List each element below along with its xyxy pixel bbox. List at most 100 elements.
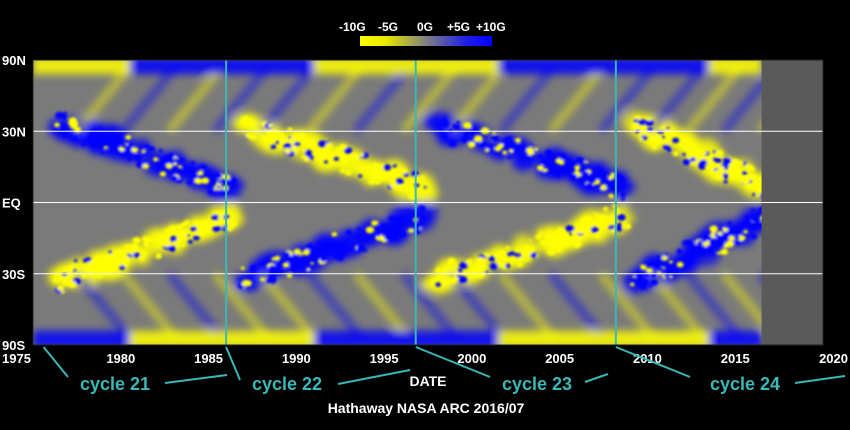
cycle-connector-line bbox=[615, 346, 691, 378]
field-speckle bbox=[659, 130, 664, 134]
field-speckle bbox=[676, 248, 684, 254]
field-speckle bbox=[445, 277, 454, 285]
field-speckle bbox=[598, 188, 603, 192]
field-speckle bbox=[307, 243, 314, 248]
field-speckle bbox=[333, 156, 340, 161]
field-speckle bbox=[722, 227, 729, 232]
poleward-surge bbox=[73, 270, 134, 341]
field-speckle bbox=[547, 249, 555, 256]
field-speckle bbox=[190, 161, 196, 166]
field-speckle bbox=[435, 282, 442, 287]
field-speckle bbox=[672, 151, 679, 157]
poleward-surge bbox=[647, 270, 708, 341]
field-speckle bbox=[473, 135, 483, 143]
field-speckle bbox=[569, 173, 578, 180]
field-speckle bbox=[270, 144, 277, 150]
field-speckle bbox=[240, 120, 247, 126]
field-speckle bbox=[632, 275, 636, 278]
field-speckle bbox=[318, 155, 322, 159]
field-speckle bbox=[462, 121, 472, 130]
field-speckle bbox=[289, 265, 298, 272]
field-speckle bbox=[301, 134, 306, 138]
field-speckle bbox=[526, 147, 534, 153]
field-speckle bbox=[744, 215, 751, 221]
field-speckle bbox=[515, 144, 521, 149]
field-speckle bbox=[584, 182, 594, 190]
field-speckle bbox=[443, 281, 447, 285]
field-speckle bbox=[61, 290, 65, 294]
field-speckle bbox=[599, 172, 607, 179]
plot-frame bbox=[32, 59, 824, 346]
poleward-surge bbox=[547, 64, 608, 135]
field-speckle bbox=[240, 266, 245, 270]
field-speckle bbox=[279, 137, 287, 143]
field-speckle bbox=[57, 285, 65, 291]
field-speckle bbox=[715, 149, 724, 157]
field-speckle bbox=[419, 216, 423, 219]
field-speckle bbox=[458, 261, 468, 270]
field-speckle bbox=[730, 158, 740, 166]
field-speckle bbox=[195, 229, 202, 235]
field-speckle bbox=[268, 123, 274, 128]
field-speckle bbox=[747, 221, 756, 228]
y-axis-ticks: 90N 30N EQ 30S 90S bbox=[2, 53, 26, 353]
colorbar-label-m5: -5G bbox=[378, 20, 398, 34]
x-tick-label: 1980 bbox=[106, 351, 135, 366]
field-speckle bbox=[508, 148, 514, 153]
x-tick-label: 2005 bbox=[545, 351, 574, 366]
field-speckle bbox=[87, 261, 96, 268]
field-speckle bbox=[640, 127, 644, 130]
poleward-surge bbox=[647, 64, 708, 135]
field-speckle bbox=[456, 120, 461, 125]
field-speckle bbox=[124, 244, 130, 249]
field-speckle bbox=[394, 164, 398, 167]
field-speckle bbox=[756, 192, 762, 197]
field-speckle bbox=[592, 219, 596, 223]
field-speckle bbox=[339, 168, 346, 173]
field-speckle bbox=[669, 275, 673, 279]
field-speckle bbox=[569, 232, 573, 236]
poleward-surge bbox=[683, 64, 744, 135]
poleward-surge bbox=[597, 64, 658, 135]
field-speckle bbox=[284, 147, 292, 154]
field-blob bbox=[727, 225, 757, 239]
latitude-gridlines bbox=[33, 130, 823, 275]
field-speckle bbox=[214, 172, 223, 180]
field-speckle bbox=[200, 164, 207, 170]
field-speckle bbox=[305, 246, 310, 250]
field-speckle bbox=[530, 252, 537, 258]
field-speckle bbox=[499, 262, 506, 268]
cycle-connector-line bbox=[164, 374, 228, 384]
field-speckle bbox=[388, 215, 396, 222]
field-speckle bbox=[669, 260, 673, 264]
field-speckle bbox=[502, 150, 508, 155]
field-speckle bbox=[488, 256, 496, 262]
field-speckle bbox=[529, 239, 533, 242]
field-speckle bbox=[730, 171, 738, 178]
field-speckle bbox=[744, 164, 753, 170]
field-speckle bbox=[558, 153, 568, 161]
field-speckle bbox=[187, 166, 196, 174]
field-speckle bbox=[509, 135, 513, 139]
field-speckle bbox=[72, 268, 77, 272]
field-speckle bbox=[647, 117, 652, 121]
colorbar: -10G -5G 0G +5G +10G bbox=[339, 20, 506, 46]
field-speckle bbox=[58, 128, 64, 133]
poleward-surge bbox=[165, 270, 226, 341]
polar-field-south bbox=[708, 330, 762, 345]
field-speckle bbox=[750, 174, 757, 180]
field-speckle bbox=[293, 141, 301, 147]
field-speckle bbox=[750, 208, 755, 213]
polar-field-north bbox=[498, 60, 709, 75]
field-speckle bbox=[293, 248, 302, 255]
field-speckle bbox=[283, 142, 292, 150]
field-speckle bbox=[125, 134, 132, 140]
cycle-label: cycle 22 bbox=[252, 374, 322, 394]
field-speckle bbox=[395, 220, 404, 227]
field-blobs-speckle bbox=[52, 111, 777, 294]
cycle-labels: cycle 21 cycle 22 cycle 23 cycle 24 bbox=[80, 374, 780, 394]
field-speckle bbox=[81, 142, 85, 146]
field-speckle bbox=[714, 172, 723, 180]
field-speckle bbox=[718, 241, 726, 248]
field-speckle bbox=[725, 240, 734, 248]
